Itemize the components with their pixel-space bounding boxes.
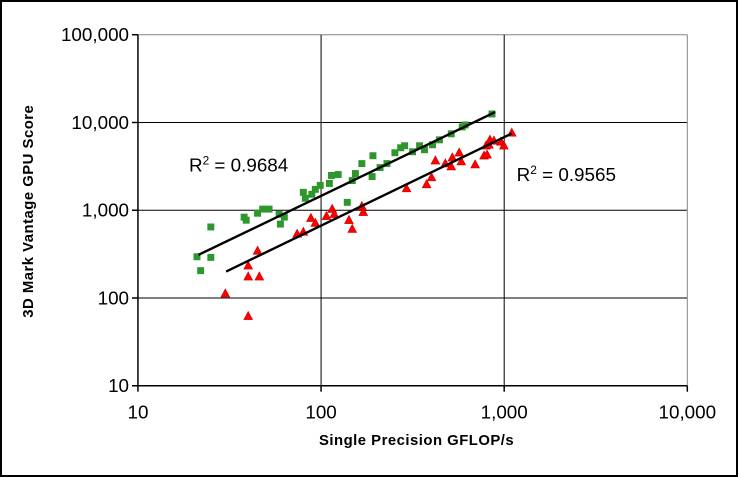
red-triangle-point (329, 208, 340, 218)
red-triangle-point (243, 260, 254, 270)
green-square-point (280, 213, 288, 221)
red-triangle-point (347, 223, 358, 233)
green-square-point (308, 190, 316, 198)
red-triangle-point (454, 147, 465, 157)
green-square-point (416, 142, 424, 150)
red-triangle-point (306, 212, 316, 222)
red-triangle-point (482, 149, 492, 159)
red-triangle-point (321, 210, 332, 220)
x-tick-label: 10,000 (659, 401, 717, 422)
green-square-point (265, 205, 273, 213)
green-square-point (358, 160, 366, 168)
trendline (197, 110, 496, 256)
axes (132, 33, 689, 392)
green-square-point (299, 188, 307, 196)
red-triangle-point (430, 155, 441, 165)
r-squared-annotation: R2 = 0.9565 (517, 163, 616, 185)
red-triangle-point (252, 245, 263, 255)
green-square-point (207, 223, 215, 231)
green-square-point (401, 142, 409, 150)
red-triangle-point (344, 214, 354, 224)
red-triangle-point (426, 172, 437, 182)
green-square-point (397, 144, 405, 152)
red-triangle-point (470, 159, 481, 169)
red-triangle-point (220, 288, 231, 298)
red-triangle-point (456, 156, 467, 166)
r-squared-annotation: R2 = 0.9684 (189, 154, 288, 176)
green-square-point (369, 152, 377, 160)
y-tick-label: 100,000 (61, 24, 129, 45)
red-triangle-point (243, 310, 254, 320)
red-triangle-point (499, 140, 509, 150)
y-tick-label: 100 (98, 287, 129, 308)
red-triangle-point (254, 271, 265, 281)
green-square-point (276, 220, 284, 228)
red-triangle-point (358, 206, 369, 216)
tick-labels: 10 100 1,000 10,000 100,000 10 100 1,000 10,000 (61, 24, 716, 422)
red-triangle-point (446, 161, 457, 171)
red-triangle-point (243, 271, 254, 281)
y-tick-label: 10,000 (71, 112, 129, 133)
green-square-point (343, 198, 351, 206)
green-square-point (421, 146, 428, 154)
y-tick-label: 10 (108, 375, 129, 396)
green-square-point (242, 216, 250, 224)
green-square-point (275, 210, 283, 218)
y-tick-label: 1,000 (82, 200, 129, 221)
green-square-point (328, 171, 335, 179)
x-tick-label: 10 (127, 401, 148, 422)
trendline (225, 132, 513, 273)
green-square-point (207, 253, 215, 261)
annotations: R2 = 0.9684 R2 = 0.9565 (189, 154, 616, 185)
green-square-point (301, 194, 309, 202)
x-axis-title: Single Precision GFLOP/s (319, 433, 514, 449)
green-square-point (197, 267, 205, 275)
green-square-point (334, 171, 342, 179)
green-square-point (259, 205, 267, 213)
green-square-point (351, 170, 359, 178)
y-axis-title: 3D Mark Vantage GPU Score (21, 105, 37, 318)
red-triangle-point (401, 183, 412, 193)
green-square-point (254, 209, 262, 217)
green-square-point (316, 181, 324, 189)
x-tick-label: 1,000 (481, 401, 528, 422)
red-triangle-point (421, 179, 432, 189)
green-square-point (325, 179, 333, 187)
x-tick-label: 100 (305, 401, 336, 422)
gridlines (137, 34, 688, 386)
green-square-point (368, 173, 376, 181)
green-square-point (391, 149, 399, 157)
green-square-point (461, 121, 469, 129)
red-triangle-point (310, 217, 321, 227)
green-square-point (193, 253, 201, 261)
trendlines (197, 110, 513, 273)
data-points (193, 110, 517, 320)
green-square-point (311, 185, 319, 193)
green-square-point (429, 141, 436, 149)
